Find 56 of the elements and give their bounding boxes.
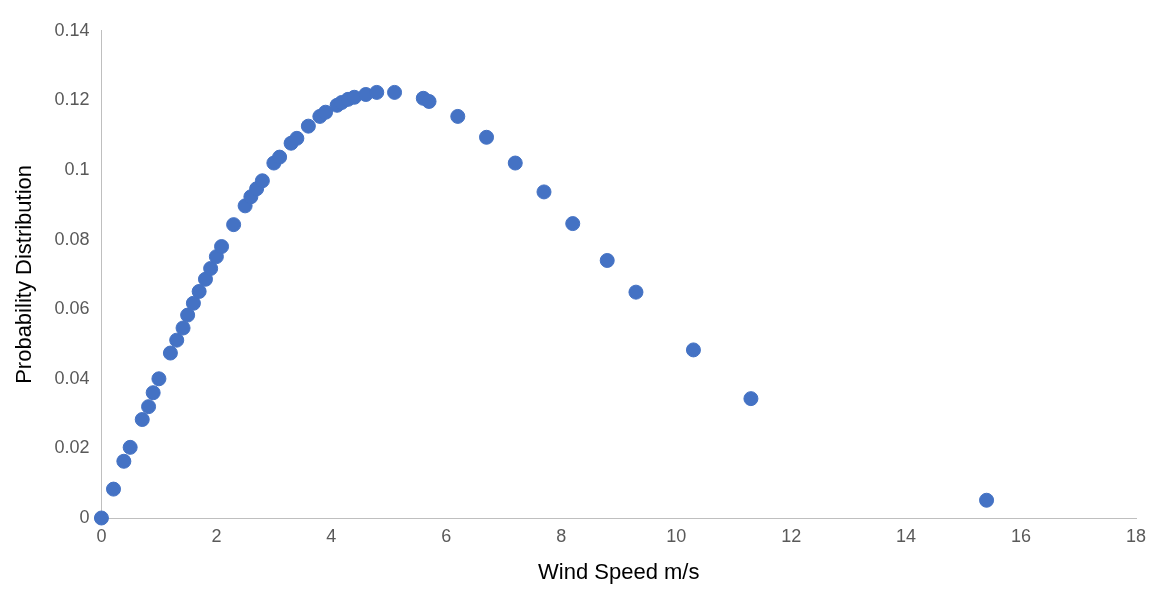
point [134, 412, 150, 428]
y-tick-label: 0.06 [54, 298, 90, 319]
point [141, 399, 157, 415]
x-tick-label: 2 [211, 525, 222, 546]
point [507, 155, 523, 171]
point [162, 345, 178, 361]
point [979, 492, 995, 508]
x-tick-label: 0 [96, 525, 107, 546]
point [369, 84, 385, 100]
y-tick-label: 0.08 [54, 228, 90, 249]
y-tick-label: 0 [79, 506, 90, 527]
point [743, 391, 759, 407]
point [185, 295, 201, 311]
x-tick-label: 12 [781, 525, 802, 546]
point [421, 93, 437, 109]
point [93, 510, 109, 526]
y-axis-title: Probability Distribution [11, 164, 37, 384]
x-axis-title: Wind Speed m/s [538, 558, 700, 584]
point [191, 283, 207, 299]
point [145, 385, 161, 401]
point [226, 217, 242, 233]
point [565, 216, 581, 232]
x-tick-label: 6 [441, 525, 452, 546]
point [180, 307, 196, 323]
y-tick-label: 0.14 [54, 19, 90, 40]
point [214, 239, 230, 255]
y-tick-label: 0.1 [64, 158, 90, 179]
point [169, 332, 185, 348]
point [106, 481, 121, 497]
point [197, 271, 213, 287]
point [479, 129, 495, 145]
point [272, 149, 288, 165]
point [536, 184, 552, 200]
x-tick-label: 14 [896, 525, 917, 546]
point [203, 260, 219, 276]
point [175, 320, 191, 336]
point [300, 118, 316, 134]
point [450, 108, 466, 124]
point [122, 439, 138, 455]
x-tick-label: 8 [556, 525, 567, 546]
x-tick-label: 4 [326, 525, 337, 546]
y-tick-label: 0.12 [54, 89, 90, 110]
x-tick-label: 10 [666, 525, 687, 546]
x-tick-label: 18 [1125, 525, 1147, 546]
point [151, 371, 167, 387]
point [116, 453, 132, 469]
point [254, 173, 270, 189]
point [318, 104, 334, 120]
y-tick-label: 0.02 [54, 437, 90, 458]
point [599, 252, 615, 268]
x-tick-label: 16 [1011, 525, 1032, 546]
point [289, 130, 305, 146]
y-tick-label: 0.04 [54, 367, 90, 388]
point [387, 84, 403, 100]
point [628, 284, 644, 300]
point [685, 342, 701, 358]
